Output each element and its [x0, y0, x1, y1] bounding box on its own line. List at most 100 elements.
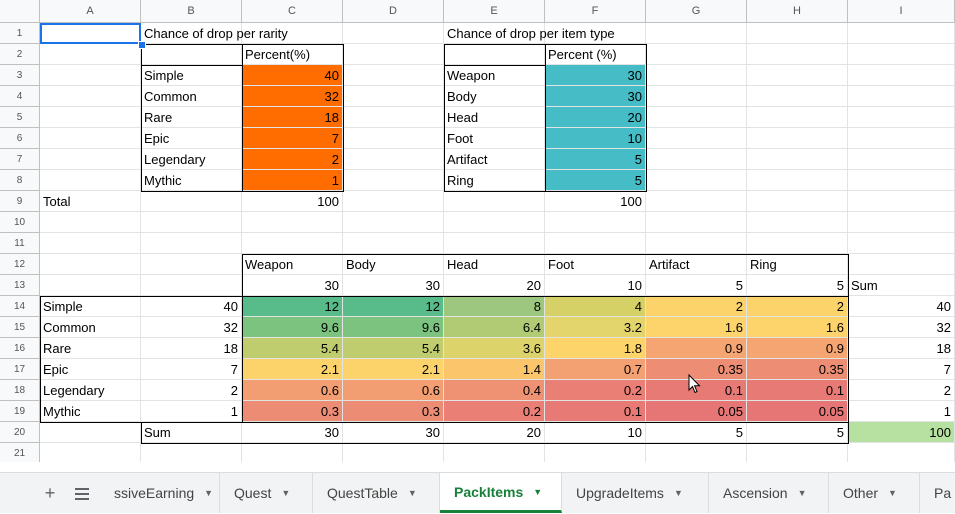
cell-e4[interactable]: Body	[444, 86, 545, 107]
cell-i12[interactable]	[848, 254, 955, 275]
cell-d14[interactable]: 12	[343, 296, 444, 317]
row-header-4[interactable]: 4	[0, 86, 40, 107]
row-header-17[interactable]: 17	[0, 359, 40, 380]
cell-a5[interactable]	[40, 107, 141, 128]
cell-a12[interactable]	[40, 254, 141, 275]
cell-a19[interactable]: Mythic	[40, 401, 141, 422]
row-header-10[interactable]: 10	[0, 212, 40, 233]
cell-g7[interactable]	[646, 149, 747, 170]
sheet-tab-pa[interactable]: Pa	[920, 473, 955, 513]
cell-g19[interactable]: 0.05	[646, 401, 747, 422]
cell-i11[interactable]	[848, 233, 955, 254]
cell-h9[interactable]	[747, 191, 848, 212]
chevron-down-icon[interactable]: ▼	[888, 488, 897, 498]
cell-d12[interactable]: Body	[343, 254, 444, 275]
cell-h10[interactable]	[747, 212, 848, 233]
cell-d8[interactable]	[343, 170, 444, 191]
cell-h14[interactable]: 2	[747, 296, 848, 317]
cell-g13[interactable]: 5	[646, 275, 747, 296]
cell-e11[interactable]	[444, 233, 545, 254]
cell-c19[interactable]: 0.3	[242, 401, 343, 422]
cell-i13[interactable]: Sum	[848, 275, 955, 296]
cell-e14[interactable]: 8	[444, 296, 545, 317]
chevron-down-icon[interactable]: ▼	[673, 488, 683, 498]
cell-f2[interactable]: Percent (%)	[545, 44, 646, 65]
cell-i8[interactable]	[848, 170, 955, 191]
cell-c9[interactable]: 100	[242, 191, 343, 212]
cell-f8[interactable]: 5	[545, 170, 646, 191]
cell-b11[interactable]	[141, 233, 242, 254]
cell-b3[interactable]: Simple	[141, 65, 242, 86]
cell-g9[interactable]	[646, 191, 747, 212]
sheet-tab-ssiveearning[interactable]: ssiveEarning ▼	[100, 473, 220, 513]
cell-e3[interactable]: Weapon	[444, 65, 545, 86]
cell-a6[interactable]	[40, 128, 141, 149]
chevron-down-icon[interactable]: ▼	[533, 486, 543, 497]
row-header-20[interactable]: 20	[0, 422, 40, 443]
chevron-down-icon[interactable]: ▼	[407, 488, 417, 498]
cell-e9[interactable]	[444, 191, 545, 212]
cell-i3[interactable]	[848, 65, 955, 86]
cell-c7[interactable]: 2	[242, 149, 343, 170]
cell-g17[interactable]: 0.35	[646, 359, 747, 380]
cell-e12[interactable]: Head	[444, 254, 545, 275]
cell-a9[interactable]: Total	[40, 191, 141, 212]
column-header-d[interactable]: D	[343, 0, 444, 23]
cell-g21[interactable]	[646, 443, 747, 462]
cell-d11[interactable]	[343, 233, 444, 254]
sheet-tab-other[interactable]: Other ▼	[829, 473, 920, 513]
cell-i18[interactable]: 2	[848, 380, 955, 401]
cell-c3[interactable]: 40	[242, 65, 343, 86]
chevron-down-icon[interactable]: ▼	[797, 488, 807, 498]
row-header-3[interactable]: 3	[0, 65, 40, 86]
cell-b7[interactable]: Legendary	[141, 149, 242, 170]
cell-i10[interactable]	[848, 212, 955, 233]
cell-g3[interactable]	[646, 65, 747, 86]
cell-f21[interactable]	[545, 443, 646, 462]
cell-b17[interactable]: 7	[141, 359, 242, 380]
column-header-f[interactable]: F	[545, 0, 646, 23]
cell-b4[interactable]: Common	[141, 86, 242, 107]
cell-g2[interactable]	[646, 44, 747, 65]
cell-i7[interactable]	[848, 149, 955, 170]
cell-b9[interactable]	[141, 191, 242, 212]
cell-a1[interactable]	[40, 23, 141, 44]
cell-c21[interactable]	[242, 443, 343, 462]
row-header-8[interactable]: 8	[0, 170, 40, 191]
cell-f3[interactable]: 30	[545, 65, 646, 86]
cell-b20[interactable]: Sum	[141, 422, 242, 443]
sheet-tab-upgradeitems[interactable]: UpgradeItems ▼	[562, 473, 709, 513]
row-header-14[interactable]: 14	[0, 296, 40, 317]
cell-d15[interactable]: 9.6	[343, 317, 444, 338]
cell-i20[interactable]: 100	[848, 422, 955, 443]
cell-b8[interactable]: Mythic	[141, 170, 242, 191]
cell-i17[interactable]: 7	[848, 359, 955, 380]
row-header-5[interactable]: 5	[0, 107, 40, 128]
cell-e5[interactable]: Head	[444, 107, 545, 128]
cell-d2[interactable]	[343, 44, 444, 65]
column-header-e[interactable]: E	[444, 0, 545, 23]
cell-a3[interactable]	[40, 65, 141, 86]
cell-e16[interactable]: 3.6	[444, 338, 545, 359]
cell-i6[interactable]	[848, 128, 955, 149]
sheet-tab-ascension[interactable]: Ascension ▼	[709, 473, 829, 513]
cell-f20[interactable]: 10	[545, 422, 646, 443]
cell-h12[interactable]: Ring	[747, 254, 848, 275]
cell-h11[interactable]	[747, 233, 848, 254]
cell-i4[interactable]	[848, 86, 955, 107]
cell-i2[interactable]	[848, 44, 955, 65]
cell-h4[interactable]	[747, 86, 848, 107]
chevron-down-icon[interactable]: ▼	[281, 488, 291, 498]
cell-e19[interactable]: 0.2	[444, 401, 545, 422]
cell-d7[interactable]	[343, 149, 444, 170]
row-header-9[interactable]: 9	[0, 191, 40, 212]
cell-f13[interactable]: 10	[545, 275, 646, 296]
cell-h21[interactable]	[747, 443, 848, 462]
sheet-list-icon[interactable]	[66, 473, 98, 514]
cell-g16[interactable]: 0.9	[646, 338, 747, 359]
cell-f5[interactable]: 20	[545, 107, 646, 128]
cell-c13[interactable]: 30	[242, 275, 343, 296]
cell-h1[interactable]	[747, 23, 848, 44]
cell-h6[interactable]	[747, 128, 848, 149]
cell-e8[interactable]: Ring	[444, 170, 545, 191]
